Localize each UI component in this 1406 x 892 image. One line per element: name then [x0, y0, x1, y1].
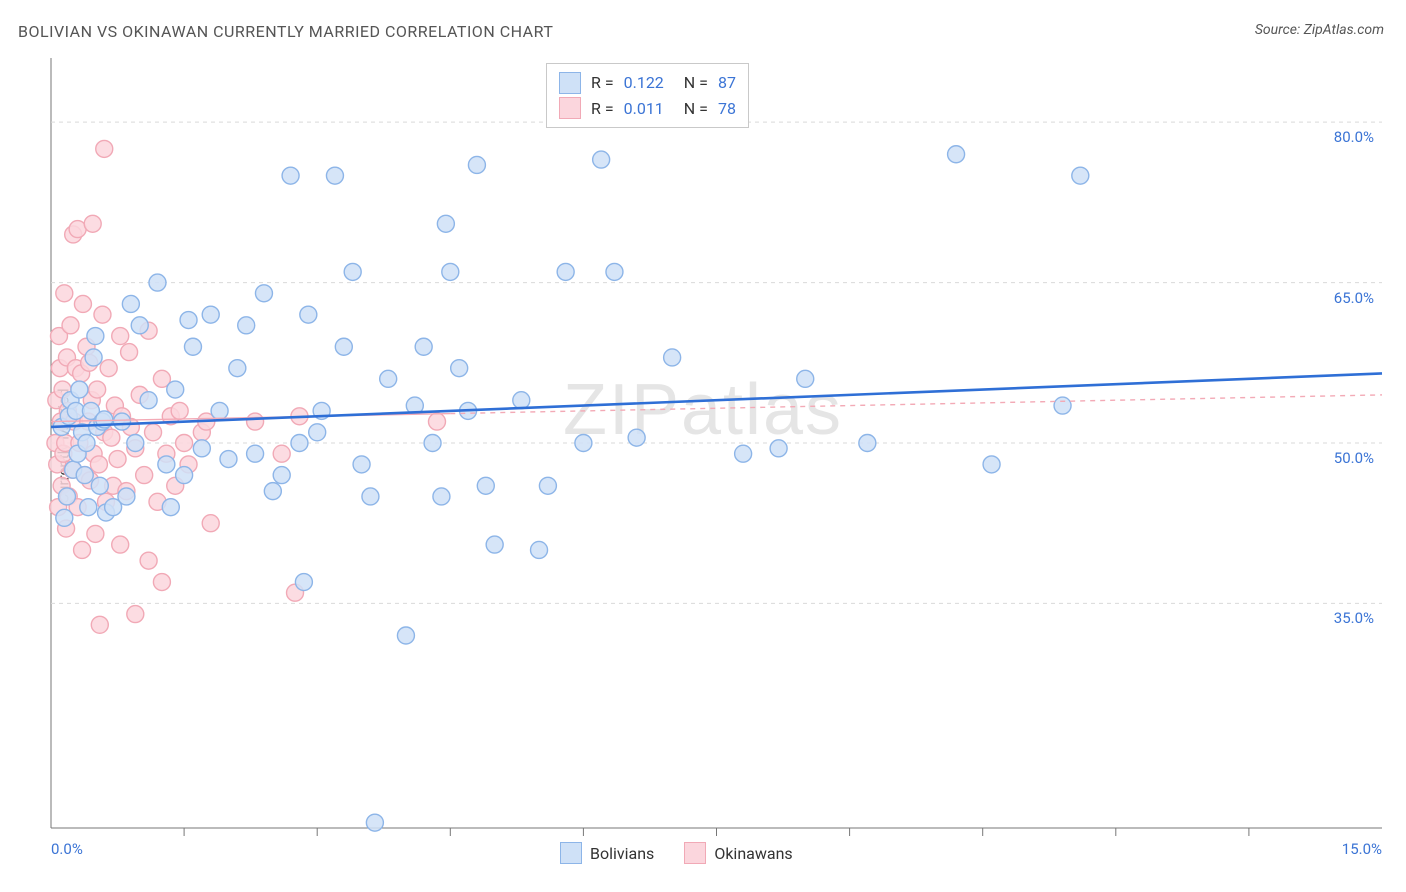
legend-correlation-box: R = 0.122 N = 87 R = 0.011 N = 78 — [546, 63, 749, 128]
legend-series: Bolivians Okinawans — [560, 842, 793, 864]
x-axis-max-label: 15.0% — [1342, 840, 1382, 858]
legend-swatch — [559, 72, 581, 94]
legend-swatch — [560, 842, 582, 864]
y-tick-label: 35.0% — [1334, 609, 1374, 627]
legend-swatch — [684, 842, 706, 864]
legend-series-item: Bolivians — [560, 842, 654, 864]
legend-r-value: 0.011 — [624, 96, 664, 122]
legend-correlation-row: R = 0.122 N = 87 — [559, 70, 736, 96]
scatter-plot — [0, 0, 1406, 892]
legend-r-label: R = — [591, 96, 614, 122]
y-tick-label: 65.0% — [1334, 289, 1374, 307]
y-tick-label: 80.0% — [1334, 128, 1374, 146]
legend-series-label: Okinawans — [714, 844, 792, 863]
legend-n-value: 87 — [718, 70, 736, 96]
x-axis-min-label: 0.0% — [51, 840, 83, 858]
legend-r-value: 0.122 — [624, 70, 664, 96]
legend-series-label: Bolivians — [590, 844, 654, 863]
legend-n-label: N = — [684, 96, 708, 122]
legend-r-label: R = — [591, 70, 614, 96]
legend-series-item: Okinawans — [684, 842, 792, 864]
legend-correlation-row: R = 0.011 N = 78 — [559, 96, 736, 122]
y-tick-label: 50.0% — [1334, 449, 1374, 467]
legend-swatch — [559, 97, 581, 119]
legend-n-value: 78 — [718, 96, 736, 122]
legend-n-label: N = — [684, 70, 708, 96]
